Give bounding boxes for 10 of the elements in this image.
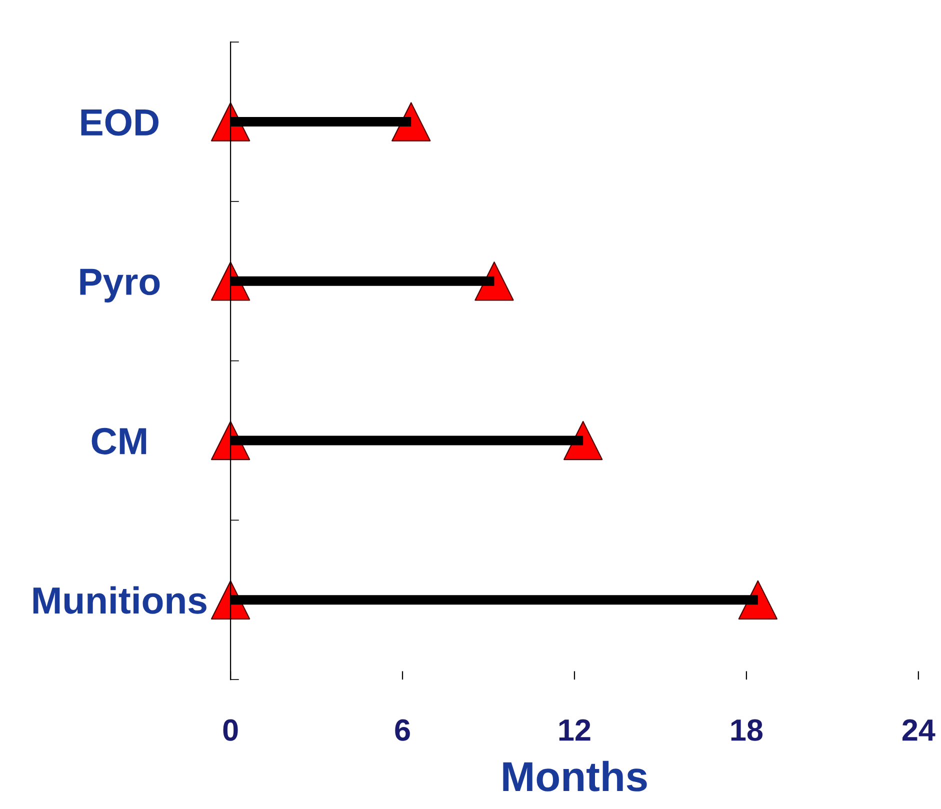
x-tick-label: 24 bbox=[902, 719, 936, 741]
y-tick-label: CM bbox=[92, 428, 146, 454]
y-tick-label: EOD bbox=[81, 109, 158, 136]
x-tick-label: 0 bbox=[223, 719, 238, 741]
y-tick-label: Pyro bbox=[80, 268, 160, 302]
x-tick-label: 18 bbox=[731, 719, 763, 741]
x-tick-label: 6 bbox=[395, 719, 410, 741]
x-axis-title: Months bbox=[503, 760, 647, 792]
y-tick-label: Munitions bbox=[33, 586, 206, 614]
x-tick-label: 12 bbox=[559, 719, 590, 741]
